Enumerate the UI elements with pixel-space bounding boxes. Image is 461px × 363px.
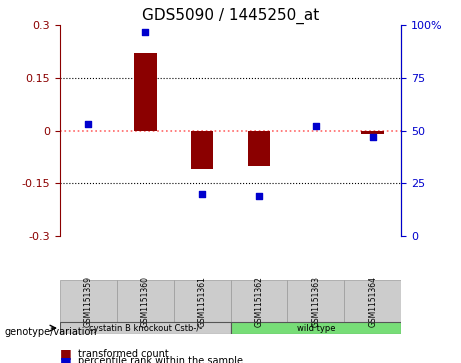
FancyBboxPatch shape xyxy=(117,280,174,322)
Text: GSM1151361: GSM1151361 xyxy=(198,276,207,326)
Bar xyxy=(191,131,213,169)
FancyBboxPatch shape xyxy=(287,280,344,322)
Text: GSM1151363: GSM1151363 xyxy=(311,276,320,327)
Bar xyxy=(361,131,384,134)
FancyBboxPatch shape xyxy=(60,280,117,322)
Point xyxy=(85,121,92,127)
FancyBboxPatch shape xyxy=(230,322,401,334)
Text: percentile rank within the sample: percentile rank within the sample xyxy=(78,356,243,363)
Title: GDS5090 / 1445250_at: GDS5090 / 1445250_at xyxy=(142,8,319,24)
Bar xyxy=(134,53,157,131)
FancyBboxPatch shape xyxy=(174,280,230,322)
Text: GSM1151362: GSM1151362 xyxy=(254,276,263,326)
Point xyxy=(198,191,206,197)
Text: wild type: wild type xyxy=(296,323,335,333)
Text: ■: ■ xyxy=(60,355,71,363)
Point xyxy=(142,29,149,34)
Point xyxy=(255,193,263,199)
Text: GSM1151364: GSM1151364 xyxy=(368,276,377,327)
Text: GSM1151359: GSM1151359 xyxy=(84,276,93,327)
Point xyxy=(312,123,319,129)
Text: cystatin B knockout Cstb-/-: cystatin B knockout Cstb-/- xyxy=(89,323,202,333)
Text: genotype/variation: genotype/variation xyxy=(5,327,97,337)
Text: ■: ■ xyxy=(60,347,71,360)
Text: transformed count: transformed count xyxy=(78,349,169,359)
Bar xyxy=(248,131,270,166)
FancyBboxPatch shape xyxy=(230,280,287,322)
Point xyxy=(369,134,376,140)
Text: GSM1151360: GSM1151360 xyxy=(141,276,150,327)
FancyBboxPatch shape xyxy=(344,280,401,322)
FancyBboxPatch shape xyxy=(60,322,230,334)
